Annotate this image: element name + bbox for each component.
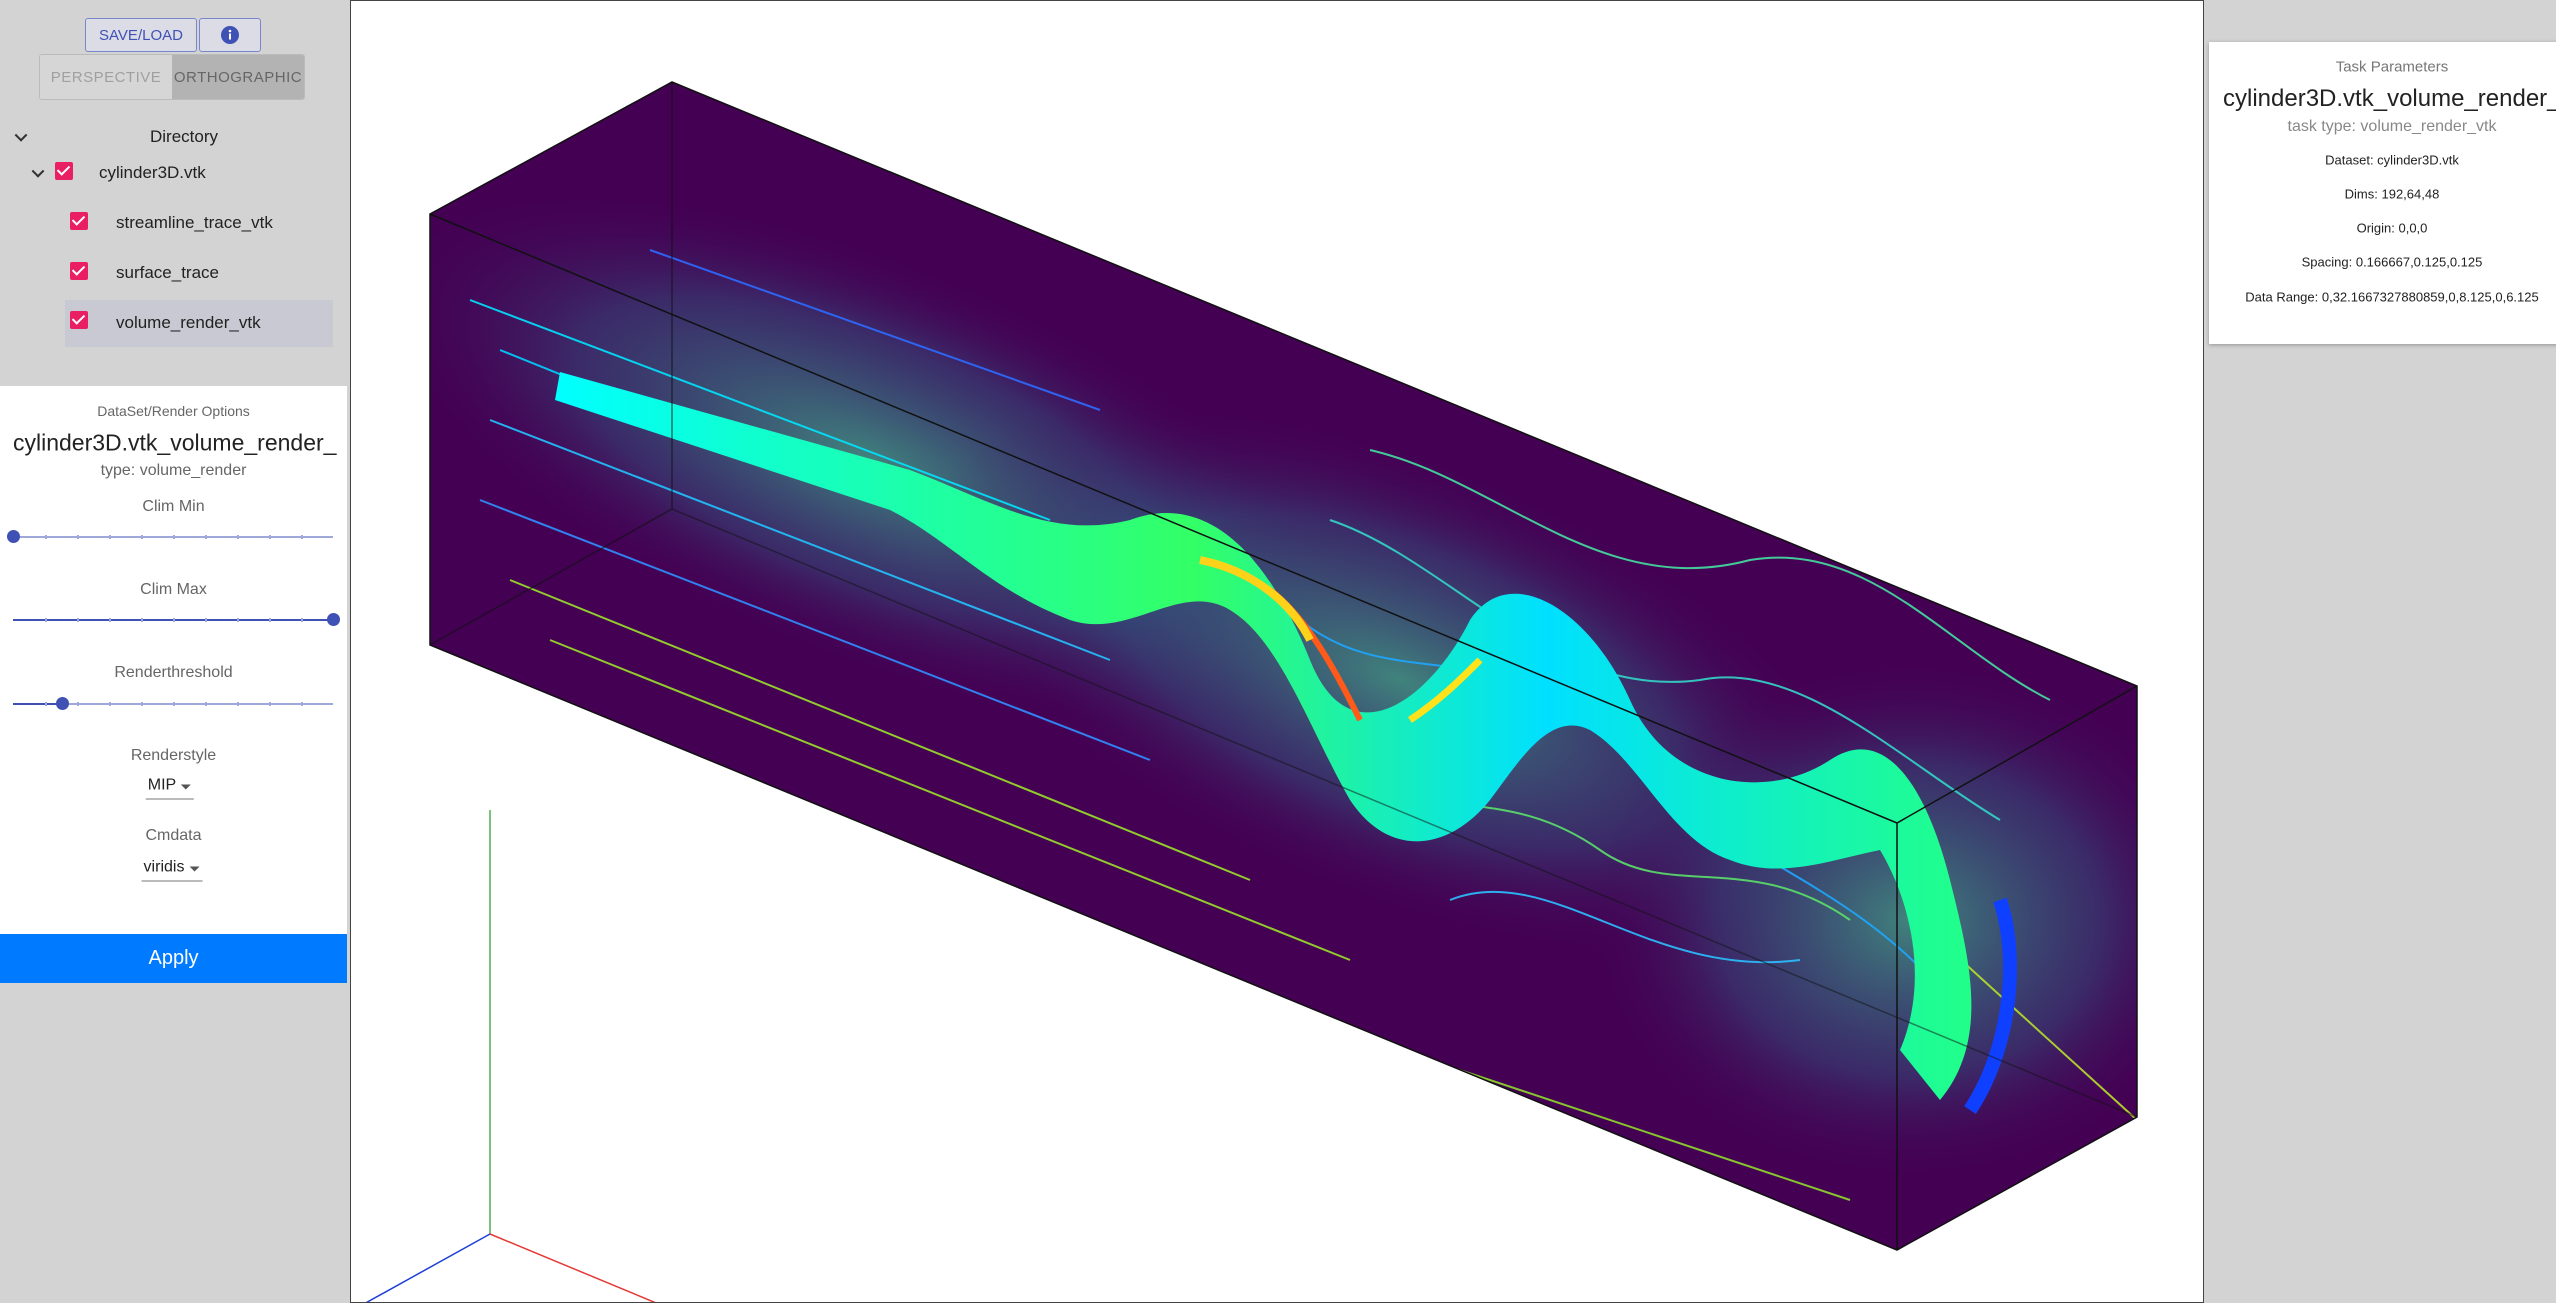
slider-thumb[interactable] — [56, 697, 69, 710]
task-param: Dataset: cylinder3D.vtk — [2325, 152, 2459, 168]
slider-tick — [269, 618, 271, 622]
slider-tick — [109, 535, 111, 539]
save-load-button[interactable]: SAVE/LOAD — [85, 18, 197, 52]
slider-tick — [77, 535, 79, 539]
slider-tick — [301, 702, 303, 706]
viewport[interactable] — [350, 0, 2204, 1303]
slider-tick — [237, 618, 239, 622]
surface-trace — [555, 372, 1972, 1100]
control-label: Clim Min — [142, 498, 205, 515]
selected-row — [65, 300, 333, 347]
task-type: task type: volume_render_vtk — [2287, 118, 2497, 135]
orthographic-button[interactable]: ORTHOGRAPHIC — [172, 55, 304, 99]
slider-tick — [109, 618, 111, 622]
slider-tick — [269, 702, 271, 706]
options-panel: DataSet/Render Options cylinder3D.vtk_vo… — [0, 386, 347, 934]
control-label: Renderstyle — [130, 747, 217, 764]
tree-item[interactable]: streamline_trace_vtk — [116, 213, 273, 232]
slider-tick — [141, 618, 143, 622]
slider-thumb[interactable] — [327, 613, 340, 626]
slider-tick — [269, 535, 271, 539]
slider-tick — [237, 535, 239, 539]
projection-toggle: PERSPECTIVE ORTHOGRAPHIC — [39, 54, 305, 100]
perspective-button[interactable]: PERSPECTIVE — [40, 55, 172, 99]
checkbox[interactable] — [70, 262, 88, 280]
slider-tick — [205, 618, 207, 622]
slider[interactable] — [7, 530, 333, 543]
slider-tick — [173, 618, 175, 622]
tree-item[interactable]: surface_trace — [116, 263, 219, 282]
task-heading: Task Parameters — [2335, 58, 2449, 76]
slider-tick — [141, 535, 143, 539]
task-panel: Task Parameters cylinder3D.vtk_volume_re… — [2209, 42, 2556, 344]
apply-button[interactable]: Apply — [0, 934, 347, 983]
slider[interactable] — [13, 613, 340, 626]
box-edges — [429, 81, 2138, 1251]
expand-caret[interactable] — [31, 164, 45, 178]
slider-tick — [77, 618, 79, 622]
slider-tick — [237, 702, 239, 706]
slider-tick — [205, 535, 207, 539]
slider-tick — [173, 702, 175, 706]
slider-tick — [45, 702, 47, 706]
checkbox[interactable] — [70, 212, 88, 230]
task-param: Data Range: 0,32.1667327880859,0,8.125,0… — [2245, 289, 2539, 305]
options-heading: DataSet/Render Options — [97, 403, 250, 419]
slider-tick — [173, 535, 175, 539]
slider-tick — [45, 535, 47, 539]
task-name: cylinder3D.vtk_volume_render_ — [2223, 85, 2556, 112]
volume-render — [430, 191, 2137, 1201]
slider-tick — [301, 618, 303, 622]
control-label: Cmdata — [145, 827, 202, 844]
slider-tick — [205, 702, 207, 706]
dataset-type: type: volume_render — [100, 462, 247, 479]
render-view — [365, 81, 2138, 1302]
checkbox[interactable] — [55, 162, 73, 180]
info-icon — [221, 26, 239, 44]
slider-tick — [45, 618, 47, 622]
slider-tick — [77, 702, 79, 706]
info-button[interactable] — [199, 18, 261, 52]
slider-thumb[interactable] — [7, 530, 20, 543]
task-param: Spacing: 0.166667,0.125,0.125 — [2301, 254, 2483, 270]
checkbox[interactable] — [70, 311, 88, 329]
cmdata-select[interactable]: viridis — [141, 857, 203, 882]
control-label: Clim Max — [140, 581, 207, 598]
tree-item[interactable]: volume_render_vtk — [116, 313, 261, 332]
directory-title: Directory — [149, 127, 218, 146]
task-param: Origin: 0,0,0 — [2356, 220, 2428, 236]
slider-tick — [109, 702, 111, 706]
task-param: Dims: 192,64,48 — [2344, 186, 2440, 202]
dataset-name: cylinder3D.vtk_volume_render_ — [13, 429, 337, 456]
renderstyle-select[interactable]: MIP — [145, 775, 195, 800]
slider-tick — [301, 535, 303, 539]
orientation-axes — [365, 810, 656, 1302]
control-label: Renderthreshold — [114, 664, 233, 681]
tree-item[interactable]: cylinder3D.vtk — [99, 163, 206, 182]
slider-tick — [141, 702, 143, 706]
slider[interactable] — [13, 697, 333, 710]
